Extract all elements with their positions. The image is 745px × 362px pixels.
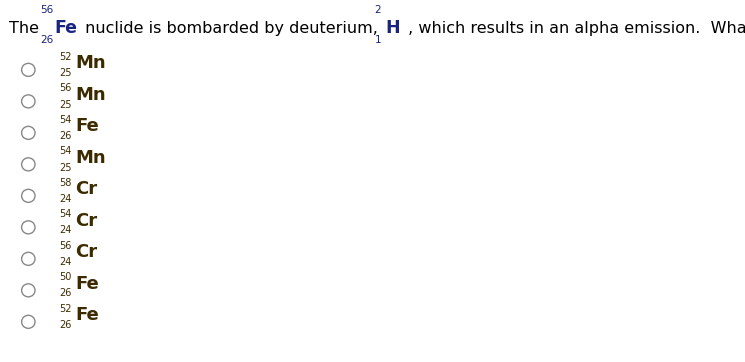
Text: , which results in an alpha emission.  What is the other product?: , which results in an alpha emission. Wh… xyxy=(403,21,745,35)
Text: The: The xyxy=(9,21,44,35)
Text: 2: 2 xyxy=(375,5,381,15)
Text: 26: 26 xyxy=(60,320,72,330)
Text: 58: 58 xyxy=(60,178,72,188)
Text: Mn: Mn xyxy=(75,85,106,104)
Text: 52: 52 xyxy=(60,304,72,314)
Text: 52: 52 xyxy=(60,52,72,62)
Text: 56: 56 xyxy=(40,5,54,15)
Text: 25: 25 xyxy=(60,163,72,173)
Text: 25: 25 xyxy=(60,68,72,78)
Text: 25: 25 xyxy=(60,100,72,110)
Text: Fe: Fe xyxy=(75,306,99,324)
Text: 56: 56 xyxy=(60,83,72,93)
Text: Mn: Mn xyxy=(75,148,106,167)
Text: Fe: Fe xyxy=(75,117,99,135)
Text: Cr: Cr xyxy=(75,211,98,230)
Text: 54: 54 xyxy=(60,115,72,125)
Text: 24: 24 xyxy=(60,226,72,236)
Text: 26: 26 xyxy=(40,35,54,46)
Text: 50: 50 xyxy=(60,272,72,282)
Text: 24: 24 xyxy=(60,257,72,267)
Text: Fe: Fe xyxy=(54,18,77,37)
Text: Mn: Mn xyxy=(75,54,106,72)
Text: 26: 26 xyxy=(60,289,72,299)
Text: 56: 56 xyxy=(60,241,72,251)
Text: 54: 54 xyxy=(60,146,72,156)
Text: Fe: Fe xyxy=(75,274,99,292)
Text: H: H xyxy=(385,18,400,37)
Text: Cr: Cr xyxy=(75,243,98,261)
Text: 54: 54 xyxy=(60,209,72,219)
Text: 24: 24 xyxy=(60,194,72,204)
Text: nuclide is bombarded by deuterium,: nuclide is bombarded by deuterium, xyxy=(80,21,388,35)
Text: 26: 26 xyxy=(60,131,72,141)
Text: Cr: Cr xyxy=(75,180,98,198)
Text: 1: 1 xyxy=(375,35,381,46)
